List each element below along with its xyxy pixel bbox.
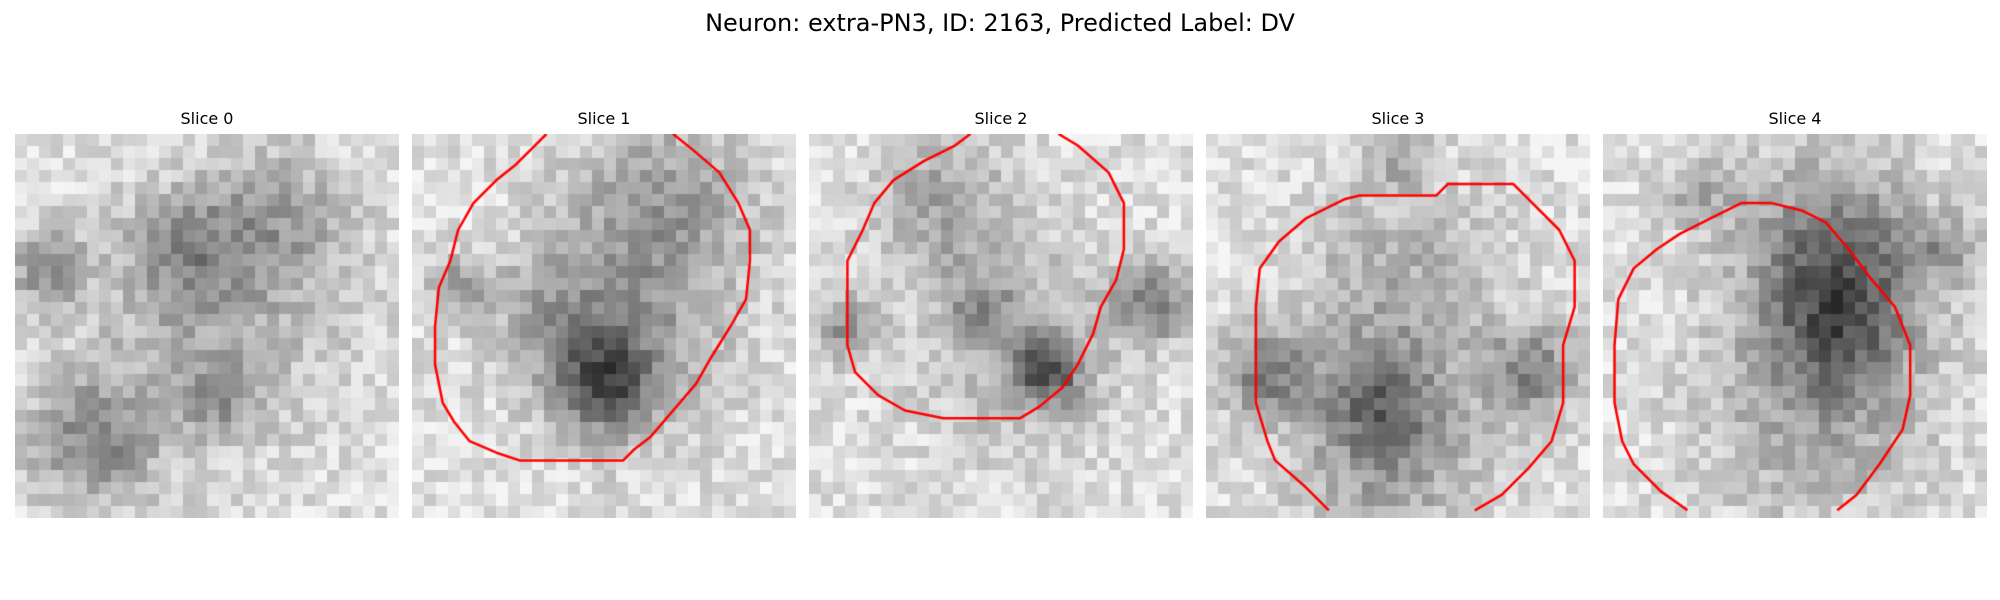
slice-image [1206,134,1590,518]
slice-panel-4: Slice 4 [1603,108,1987,130]
page-title: Neuron: extra-PN3, ID: 2163, Predicted L… [0,6,2000,40]
slice-panel-3: Slice 3 [1206,108,1590,130]
slice-title: Slice 1 [412,108,796,130]
slice-panel-2: Slice 2 [809,108,1193,130]
slice-image [1603,134,1987,518]
slice-panel-0: Slice 0 [15,108,399,130]
slice-panel-1: Slice 1 [412,108,796,130]
slice-title: Slice 4 [1603,108,1987,130]
slice-title: Slice 0 [15,108,399,130]
slice-image [15,134,399,518]
slice-title: Slice 2 [809,108,1193,130]
slice-image [412,134,796,518]
slice-title: Slice 3 [1206,108,1590,130]
slice-image [809,134,1193,518]
